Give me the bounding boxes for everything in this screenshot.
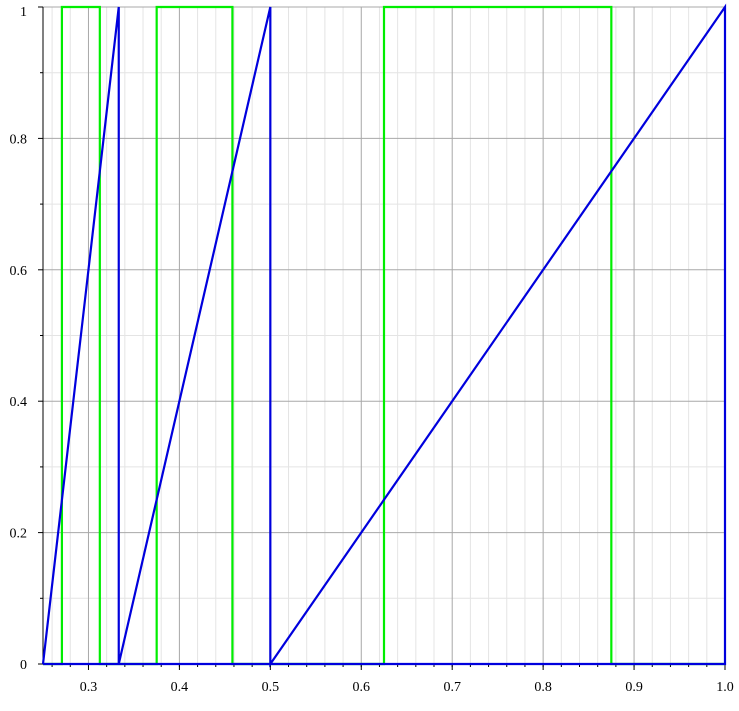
y-tick-label: 1 — [20, 5, 27, 20]
x-tick-label: 1.0 — [716, 680, 734, 695]
series-line-1 — [43, 5, 725, 666]
x-tick-label: 0.5 — [262, 680, 280, 695]
series-line-2 — [41, 3, 727, 668]
x-tick-label: 0.9 — [625, 680, 643, 695]
y-tick-label: 0.8 — [10, 132, 28, 147]
x-tick-labels: 0.3 0.4 0.5 0.6 0.7 0.8 0.9 1.0 — [80, 680, 734, 695]
y-tick-label: 0.4 — [10, 395, 28, 410]
series-layer — [41, 3, 727, 668]
x-tick-label: 0.4 — [171, 680, 189, 695]
x-tick-label: 0.7 — [443, 680, 461, 695]
y-tick-label: 0.6 — [10, 264, 28, 279]
x-tick-label: 0.8 — [534, 680, 552, 695]
x-tick-label: 0.6 — [353, 680, 371, 695]
y-tick-label: 0.2 — [10, 527, 28, 542]
y-tick-label: 0 — [20, 658, 27, 673]
minor-grid — [43, 7, 725, 664]
y-tick-labels: 0 0.2 0.4 0.6 0.8 1 — [10, 5, 28, 673]
x-tick-label: 0.3 — [80, 680, 98, 695]
